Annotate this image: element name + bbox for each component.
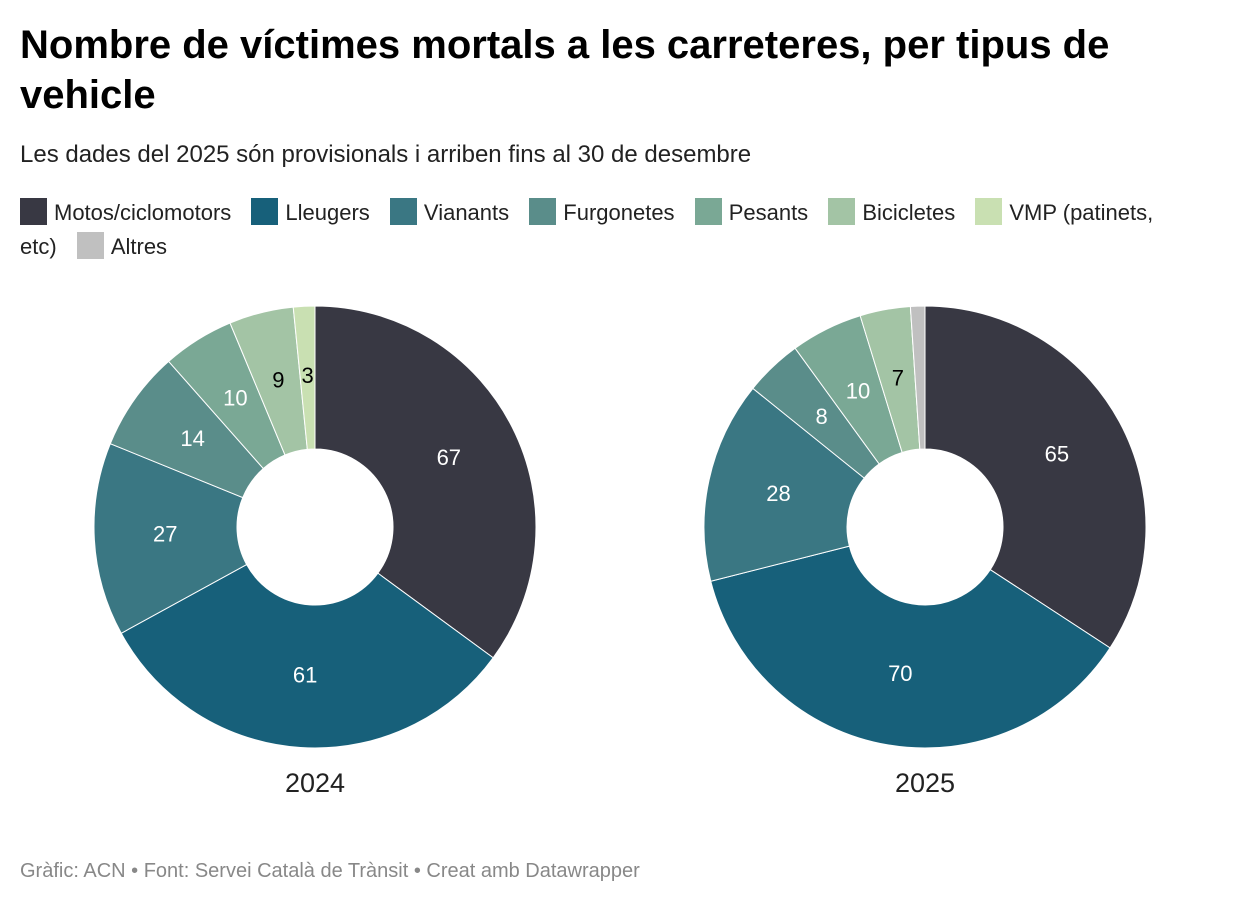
legend-label: Altres [110, 234, 168, 259]
legend-item: Lleugers [251, 198, 370, 225]
legend-item: Motos/ciclomotors [20, 198, 232, 225]
legend-label: Vianants [423, 200, 510, 225]
donut-slice [703, 387, 865, 582]
donut-slice [909, 305, 926, 450]
legend-swatch [975, 198, 1003, 225]
chart-subtitle: Les dades del 2025 són provisionals i ar… [20, 141, 752, 168]
legend-swatch [20, 198, 47, 225]
value-label: 65 [1045, 441, 1069, 466]
legend-swatch [694, 198, 722, 225]
legend-item: Bicicletes [828, 198, 956, 225]
value-label: 61 [293, 662, 317, 687]
value-label: 14 [180, 426, 204, 451]
value-label: 9 [272, 367, 284, 392]
footer: Gràfic: ACN • Font: Servei Català de Trà… [20, 860, 640, 882]
value-label: 67 [437, 445, 461, 470]
legend-swatch [529, 198, 557, 225]
legend-label: Motos/ciclomotors [54, 200, 232, 225]
chart-title: Nombre de víctimes mortals a les carrete… [20, 23, 1110, 117]
donut-slice [314, 305, 537, 659]
legend: Motos/ciclomotors Lleugers Vianants Furg… [20, 196, 1160, 264]
donut-slice [924, 305, 1147, 649]
value-label: 10 [223, 386, 247, 411]
charts: 67 61 27 14 10 9 3 2024 65 70 28 8 10 7 2025 [93, 305, 1147, 798]
value-label: 10 [846, 379, 870, 404]
value-label: 27 [153, 521, 177, 546]
legend-item: Furgonetes [529, 198, 675, 225]
value-label: 28 [766, 481, 790, 506]
legend-swatch [389, 198, 417, 225]
chart-label: 2024 [285, 768, 345, 798]
legend-swatch [251, 198, 279, 225]
value-label: 70 [888, 661, 912, 686]
legend-item: VMP (patinets, etc) [20, 198, 1154, 259]
donut-slice [120, 563, 494, 749]
donut-slice [93, 443, 248, 634]
donut-slice [710, 545, 1111, 749]
legend-label: Lleugers [285, 200, 370, 225]
chart-label: 2025 [895, 768, 955, 798]
value-label: 7 [892, 365, 904, 390]
legend-label: Pesants [728, 200, 809, 225]
value-label: 8 [815, 404, 827, 429]
legend-item: Pesants [694, 198, 809, 225]
legend-label: Furgonetes [563, 200, 675, 225]
legend-item: Altres [76, 232, 168, 259]
legend-label: VMP (patinets, etc) [20, 200, 1154, 259]
value-label: 3 [301, 363, 313, 388]
legend-label: Bicicletes [862, 200, 956, 225]
legend-item: Vianants [389, 198, 510, 225]
legend-swatch [828, 198, 856, 225]
legend-swatch [76, 232, 104, 259]
